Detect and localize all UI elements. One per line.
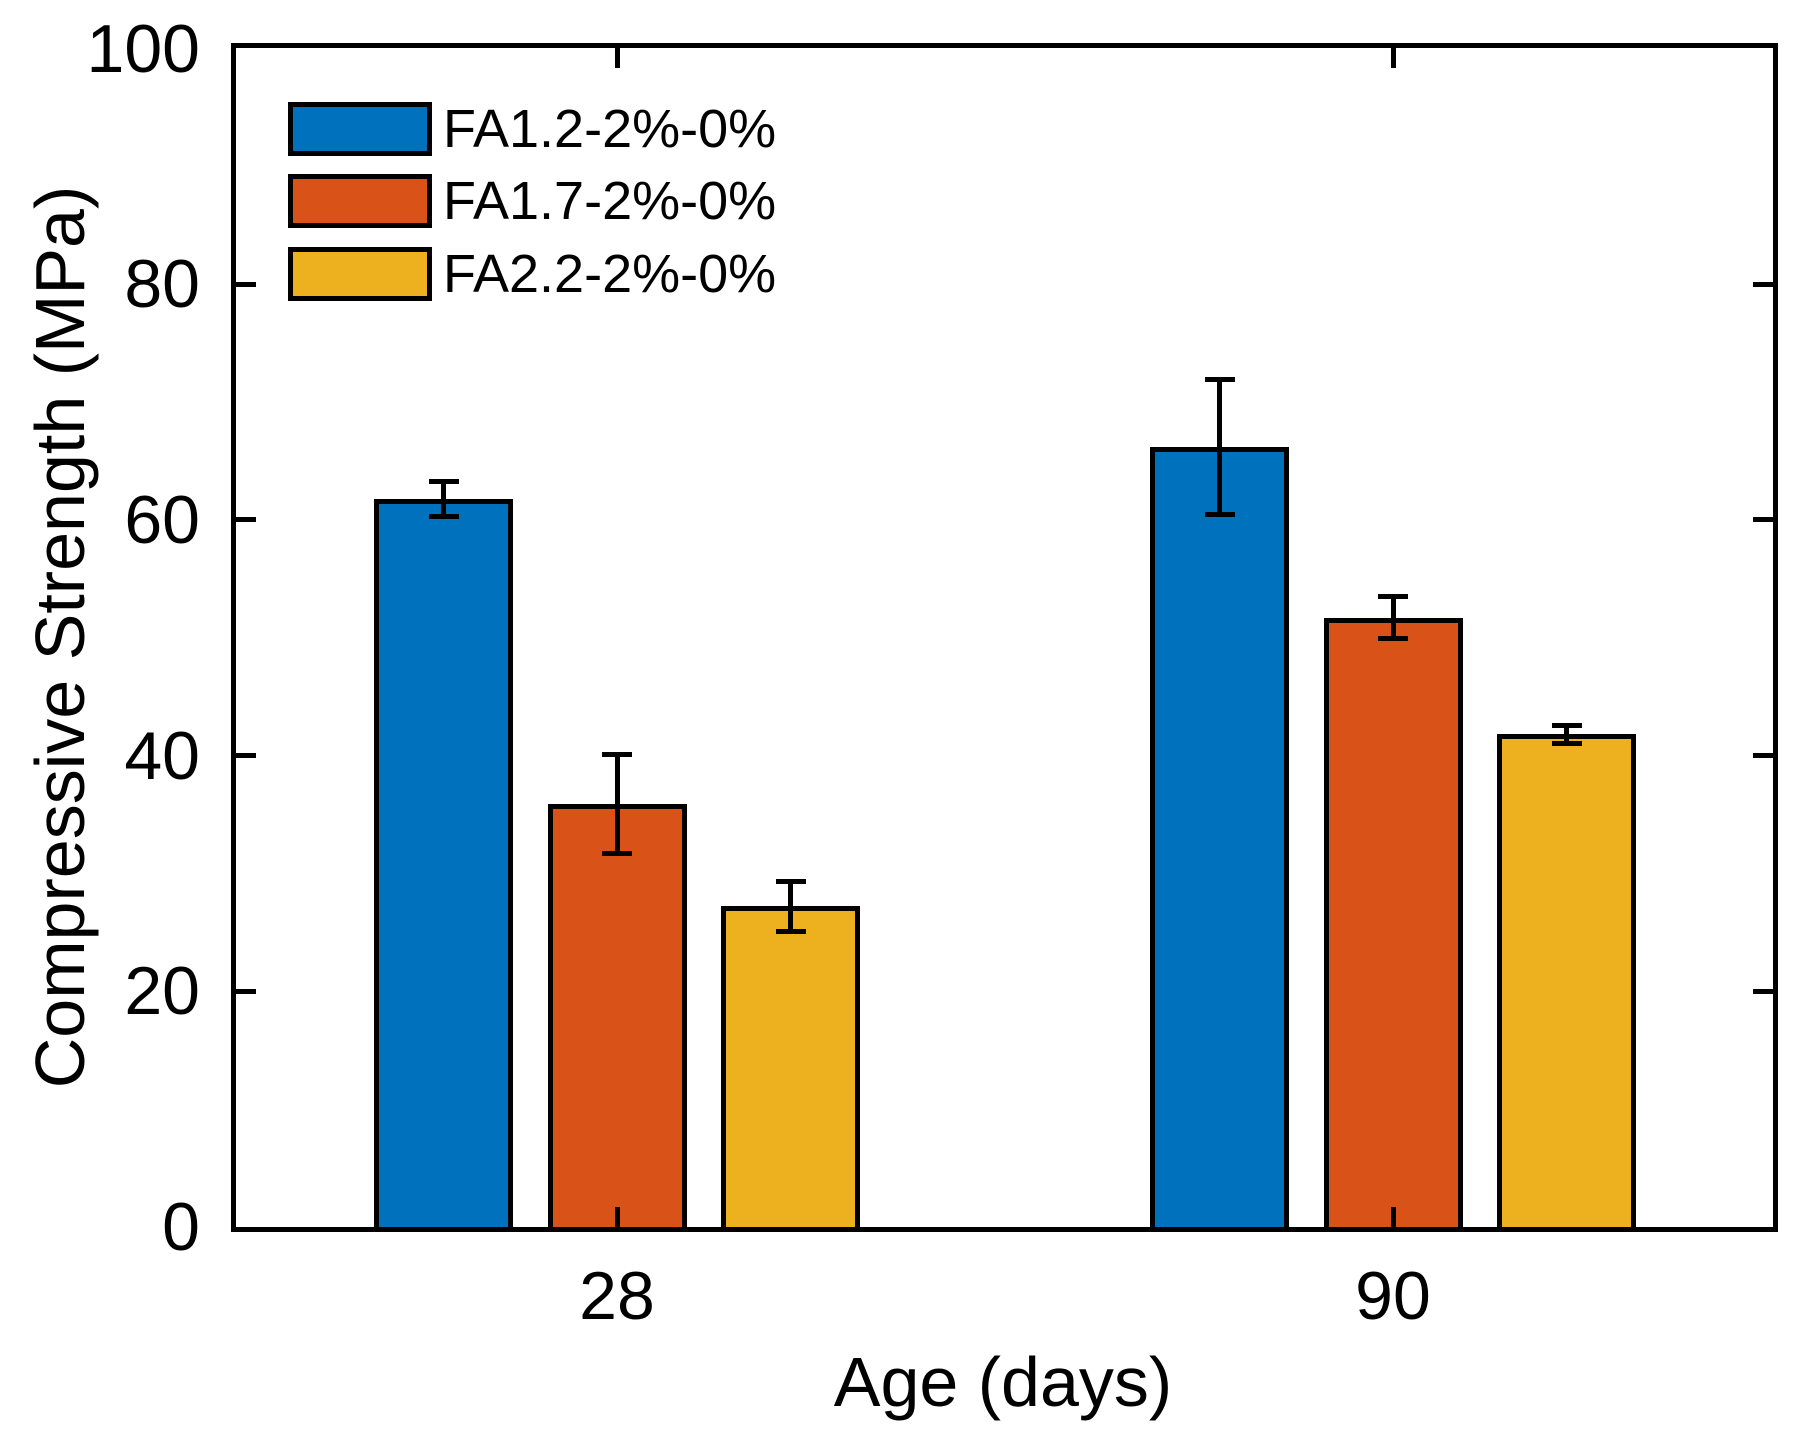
error-bar-top-cap	[428, 478, 459, 484]
y-axis-tick	[236, 753, 256, 759]
error-bar-line	[788, 881, 793, 932]
x-tick-label: 90	[1355, 1258, 1431, 1334]
y-axis-tick	[236, 988, 256, 994]
error-bar-bottom-cap	[602, 850, 632, 856]
error-bar-bottom-cap	[1551, 741, 1582, 747]
y-axis-tick	[236, 281, 256, 287]
y-axis-tick-right	[1753, 281, 1773, 287]
x-axis-tick-top	[614, 48, 620, 68]
legend-label: FA2.2-2%-0%	[443, 243, 777, 304]
legend-item: FA1.7-2%-0%	[288, 171, 777, 232]
legend-item: FA2.2-2%-0%	[288, 243, 777, 304]
y-axis-tick-right	[1753, 753, 1773, 759]
error-bar-top-cap	[1551, 722, 1582, 728]
y-tick-label: 100	[86, 10, 200, 87]
x-axis-tick-top	[1390, 48, 1396, 68]
bar	[1150, 446, 1289, 1227]
y-tick-label: 80	[124, 246, 200, 323]
error-bar-line	[441, 481, 446, 517]
y-axis-tick	[236, 517, 256, 523]
legend-label: FA1.2-2%-0%	[443, 99, 777, 159]
bar	[1323, 617, 1463, 1227]
error-bar-line	[1217, 379, 1222, 514]
y-axis-tick-right	[1753, 988, 1773, 994]
x-axis-tick	[614, 1207, 620, 1227]
bar	[1497, 734, 1636, 1227]
y-tick-label: 20	[124, 953, 200, 1030]
error-bar-top-cap	[1204, 377, 1235, 383]
legend-label: FA1.7-2%-0%	[443, 171, 777, 232]
y-tick-label: 40	[124, 717, 200, 794]
x-axis-tick	[1390, 1207, 1396, 1227]
error-bar-bottom-cap	[1378, 636, 1408, 642]
error-bar-bottom-cap	[1204, 511, 1235, 517]
legend-swatch	[288, 174, 432, 229]
plot-area	[231, 43, 1778, 1232]
x-axis-title: Age (days)	[833, 1343, 1173, 1421]
y-tick-label: 60	[124, 481, 200, 558]
error-bar-top-cap	[602, 751, 632, 757]
error-bar-bottom-cap	[775, 928, 806, 934]
error-bar-line	[1390, 596, 1396, 639]
bar	[547, 803, 687, 1227]
error-bar-top-cap	[1378, 594, 1408, 599]
y-axis-tick-right	[1753, 517, 1773, 523]
legend-item: FA1.2-2%-0%	[288, 102, 776, 156]
bar	[721, 906, 860, 1227]
bar	[374, 498, 513, 1227]
legend-swatch	[288, 246, 432, 301]
x-tick-label: 28	[579, 1258, 655, 1334]
error-bar-bottom-cap	[428, 513, 459, 519]
y-tick-label: 0	[162, 1189, 200, 1265]
error-bar-top-cap	[775, 879, 806, 885]
error-bar-line	[1564, 725, 1569, 744]
error-bar-line	[614, 754, 620, 854]
legend-swatch	[288, 102, 432, 156]
